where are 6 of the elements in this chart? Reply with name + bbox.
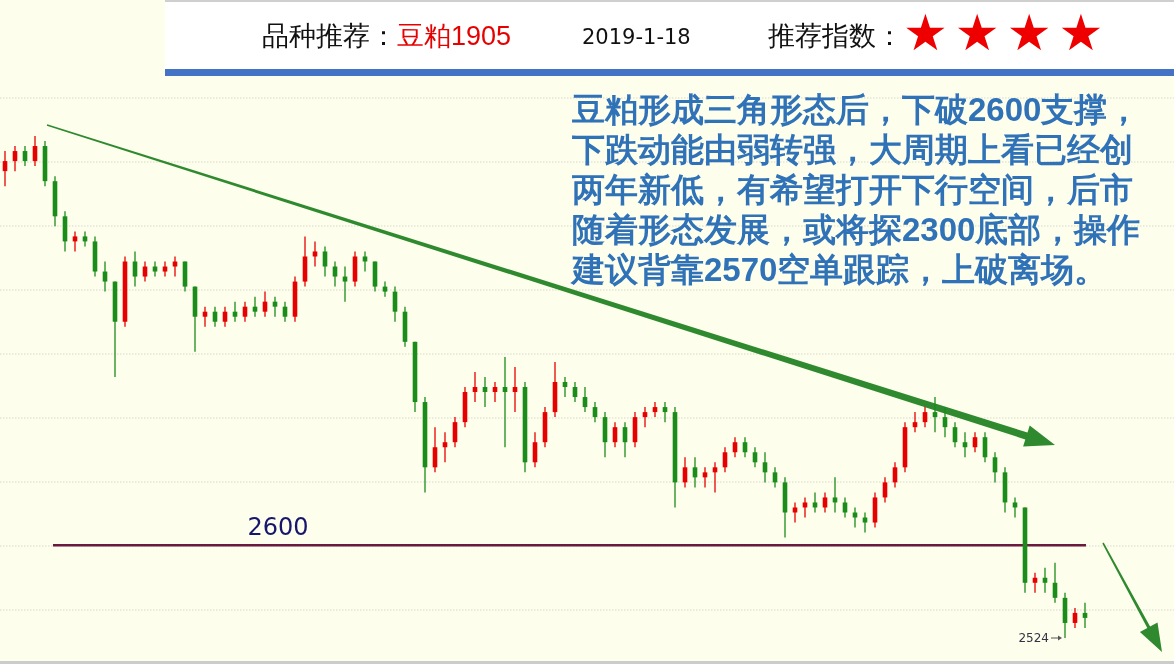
title: 品种推荐：豆粕1905 <box>262 21 512 51</box>
rating: 推荐指数：★★★★ <box>768 4 1111 62</box>
subtitle: 2019-1-18 <box>582 25 691 49</box>
commentary: 豆粕形成三角形态后，下破2600支撑，下跌动能由弱转强，大周期上看已经创两年新低，有希望打开下行空间，后市随着形态发展，或将探2300底部，操作建议背靠2570空单跟踪，上破离场。 <box>572 91 1141 288</box>
ref-line-label: 2600 <box>247 513 309 542</box>
low-note: 2524 <box>1018 631 1049 645</box>
